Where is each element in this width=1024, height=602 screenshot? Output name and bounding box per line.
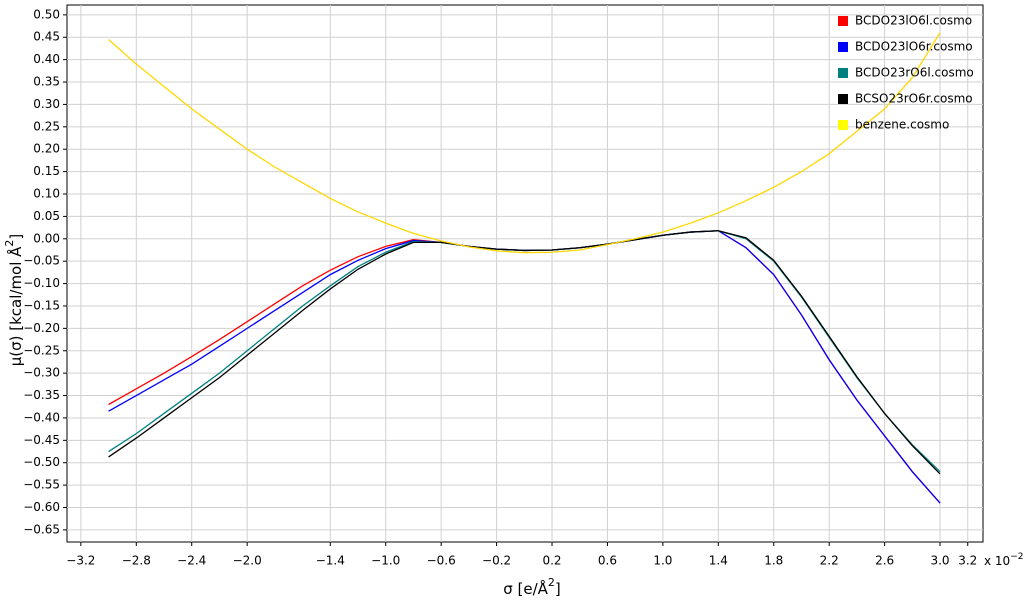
legend-label: BCDO23rO6l.cosmo (855, 66, 974, 80)
series-line (108, 32, 941, 254)
y-tick-label: −0.65 (23, 522, 60, 536)
y-tick-label: −0.25 (23, 343, 60, 357)
y-tick-label: −0.05 (23, 254, 60, 268)
y-tick-label: −0.15 (23, 298, 60, 312)
y-tick-label: −0.20 (23, 321, 60, 335)
y-tick-label: −0.35 (23, 388, 60, 402)
x-tick-label: 0.2 (542, 554, 561, 568)
legend-swatch (838, 16, 848, 26)
x-tick-label: 2.6 (875, 554, 894, 568)
series-line (108, 230, 941, 475)
y-tick-label: −0.30 (23, 366, 60, 380)
x-tick-label: −1.0 (371, 554, 400, 568)
y-tick-label: 0.40 (33, 52, 60, 66)
x-tick-label: −1.4 (316, 554, 345, 568)
y-tick-label: 0.45 (33, 30, 60, 44)
x-tick-label: 1.8 (764, 554, 783, 568)
x-tick-label: 1.0 (653, 554, 672, 568)
x-multiplier: x 10−2 (984, 552, 1023, 568)
legend-label: BCDO23lO6l.cosmo (855, 14, 972, 28)
x-tick-label: 0.6 (598, 554, 617, 568)
legend-label: benzene.cosmo (855, 118, 949, 132)
x-tick-label: −2.8 (122, 554, 151, 568)
x-axis-label: σ [e/Å2] (503, 576, 561, 598)
x-tick-label: 2.2 (820, 554, 839, 568)
y-tick-label: −0.60 (23, 500, 60, 514)
y-axis-label: μ(σ) [kcal/mol Å2] (3, 234, 25, 367)
x-tick-label: −0.6 (427, 554, 456, 568)
y-tick-label: 0.10 (33, 187, 60, 201)
y-tick-label: 0.25 (33, 119, 60, 133)
x-tick-label: −2.4 (177, 554, 206, 568)
legend-swatch (838, 94, 848, 104)
legend-swatch (838, 120, 848, 130)
legend-label: BCSO23rO6r.cosmo (855, 92, 973, 106)
y-tick-label: 0.20 (33, 142, 60, 156)
x-tick-label: 3.0 (930, 554, 949, 568)
y-tick-label: 0.30 (33, 97, 60, 111)
y-tick-label: 0.35 (33, 75, 60, 89)
y-tick-label: −0.40 (23, 410, 60, 424)
y-tick-label: −0.55 (23, 478, 60, 492)
y-tick-label: 0.50 (33, 7, 60, 21)
plot-frame (66, 4, 984, 543)
x-tick-label: −2.0 (233, 554, 262, 568)
x-tick-label: 1.4 (709, 554, 728, 568)
legend-swatch (838, 68, 848, 78)
x-tick-label: −3.2 (66, 554, 95, 568)
x-tick-label: 3.2 (958, 554, 977, 568)
y-tick-label: 0.15 (33, 164, 60, 178)
y-tick-label: 0.00 (33, 231, 60, 245)
legend-swatch (838, 42, 848, 52)
y-tick-label: −0.45 (23, 433, 60, 447)
y-tick-label: 0.05 (33, 209, 60, 223)
legend-label: BCDO23lO6r.cosmo (855, 40, 973, 54)
y-tick-label: −0.10 (23, 276, 60, 290)
x-tick-label: −0.2 (482, 554, 511, 568)
y-tick-label: −0.50 (23, 455, 60, 469)
